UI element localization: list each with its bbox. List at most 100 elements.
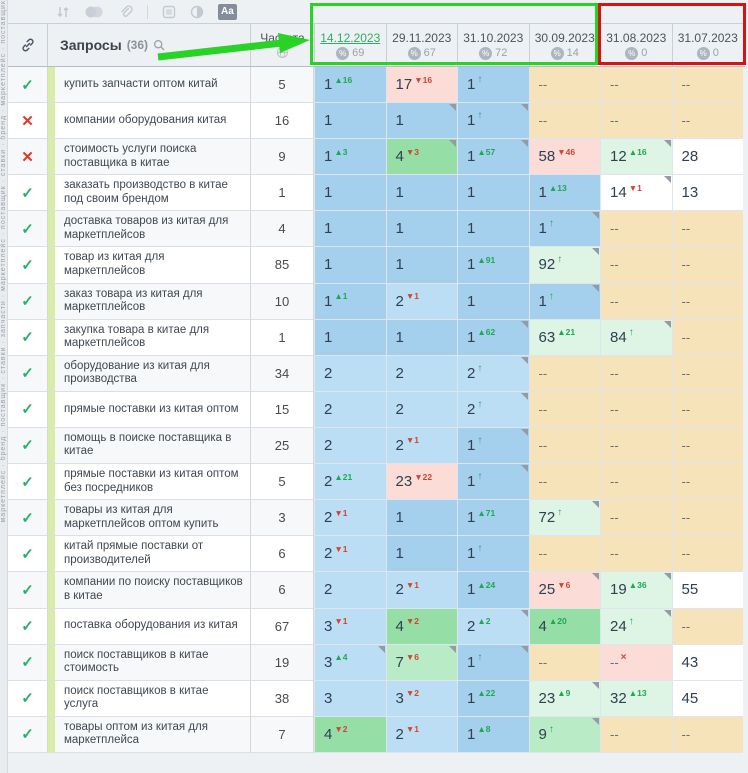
position-cell[interactable]: -- (671, 536, 743, 573)
position-cell[interactable]: 2 (385, 391, 457, 428)
position-cell[interactable]: 2 ▼1 (314, 500, 386, 537)
status-cell[interactable]: ✓ (8, 319, 47, 356)
query-cell[interactable]: компании по поиску поставщиков в китае (47, 572, 250, 609)
status-cell[interactable]: ✓ (8, 464, 47, 501)
position-cell[interactable]: -- (600, 211, 672, 248)
position-cell[interactable]: 1 ↑ (457, 464, 529, 501)
position-cell[interactable]: 2 (385, 355, 457, 392)
status-cell[interactable]: ✓ (8, 391, 47, 428)
position-cell[interactable]: 1 (385, 500, 457, 537)
position-cell[interactable]: -- (671, 211, 743, 248)
position-cell[interactable]: -- (528, 67, 600, 103)
position-cell[interactable]: 1 ↑ (457, 644, 529, 681)
position-cell[interactable]: 2 ▼1 (314, 536, 386, 573)
position-cell[interactable]: -- (600, 500, 672, 537)
date-column-header[interactable]: 30.09.2023 % 14 (528, 24, 600, 66)
position-cell[interactable]: -- (671, 391, 743, 428)
position-cell[interactable]: 2 ▼1 (385, 572, 457, 609)
query-cell[interactable]: оборудование из китая для производства (47, 355, 250, 392)
queries-column-header[interactable]: Запросы (36) (47, 24, 250, 66)
query-cell[interactable]: доставка товаров из китая для маркетплей… (47, 211, 250, 248)
position-cell[interactable]: 1 (385, 211, 457, 248)
status-cell[interactable]: ✕ (8, 103, 47, 139)
query-cell[interactable]: товары оптом из китая для маркетплейса (47, 716, 250, 753)
query-cell[interactable]: заказ товара из китая для маркетплейсов (47, 283, 250, 320)
position-cell[interactable]: 1 (385, 536, 457, 573)
position-cell[interactable]: 1 ↑ (457, 103, 529, 139)
position-cell[interactable]: -- (600, 536, 672, 573)
status-cell[interactable]: ✓ (8, 644, 47, 681)
position-cell[interactable]: 7 ▼6 (385, 644, 457, 681)
position-cell[interactable]: 1 ↑ (528, 211, 600, 248)
attachment-icon[interactable] (118, 4, 133, 20)
position-cell[interactable]: 2 (314, 355, 386, 392)
position-cell[interactable]: -- (600, 391, 672, 428)
position-cell[interactable]: 2 ▲21 (314, 464, 386, 501)
query-cell[interactable]: прямые поставки из китая оптом (47, 391, 250, 428)
position-cell[interactable]: 1 ▲71 (457, 500, 529, 537)
query-cell[interactable]: прямые поставки из китая оптом без посре… (47, 464, 250, 501)
position-cell[interactable]: -- (528, 391, 600, 428)
position-cell[interactable]: 2 ▼1 (385, 716, 457, 753)
position-cell[interactable]: 4 ▼2 (314, 716, 386, 753)
position-cell[interactable]: 72 ↑ (528, 500, 600, 537)
position-cell[interactable]: 2 ▼1 (385, 427, 457, 464)
query-cell[interactable]: компании оборудования китая (47, 103, 250, 139)
position-cell[interactable]: 1 (385, 103, 457, 139)
status-cell[interactable]: ✓ (8, 247, 47, 284)
position-cell[interactable]: -- (600, 67, 672, 103)
position-cell[interactable]: 3 ▼1 (314, 608, 386, 645)
query-cell[interactable]: товары из китая для маркетплейсов оптом … (47, 500, 250, 537)
position-cell[interactable]: -- (671, 319, 743, 356)
text-style-icon[interactable]: Aa (218, 3, 237, 20)
position-cell[interactable]: 43 (671, 644, 743, 681)
position-cell[interactable]: 1 ↑ (457, 67, 529, 103)
date-column-header[interactable]: 14.12.2023 % 69 (314, 24, 386, 66)
position-cell[interactable]: -- (600, 355, 672, 392)
position-cell[interactable]: 45 (671, 680, 743, 717)
position-cell[interactable]: -- × (600, 644, 672, 681)
position-cell[interactable]: 19 ▲36 (600, 572, 672, 609)
sort-icon[interactable] (56, 4, 70, 20)
status-cell[interactable]: ✓ (8, 67, 47, 103)
position-cell[interactable]: -- (671, 355, 743, 392)
position-cell[interactable]: -- (671, 608, 743, 645)
position-cell[interactable]: 1 (314, 175, 386, 212)
query-cell[interactable]: поставка оборудования из китая (47, 608, 250, 645)
date-column-header[interactable]: 29.11.2023 % 67 (385, 24, 457, 66)
query-cell[interactable]: заказать производство в китае под своим … (47, 175, 250, 212)
query-cell[interactable]: поиск поставщиков в китае услуга (47, 680, 250, 717)
contrast-icon[interactable] (190, 4, 204, 20)
position-cell[interactable]: 24 ↑ (600, 608, 672, 645)
position-cell[interactable]: 17 ▼16 (385, 67, 457, 103)
status-cell[interactable]: ✓ (8, 608, 47, 645)
position-cell[interactable]: 1 (314, 247, 386, 284)
position-cell[interactable]: 2 (314, 572, 386, 609)
position-cell[interactable]: 63 ▲21 (528, 319, 600, 356)
position-cell[interactable]: 3 (314, 680, 386, 717)
position-cell[interactable]: -- (671, 247, 743, 284)
position-cell[interactable]: 1 ↑ (528, 283, 600, 320)
position-cell[interactable]: -- (528, 464, 600, 501)
query-cell[interactable]: поиск поставщиков в китае стоимость (47, 644, 250, 681)
position-cell[interactable]: 3 ▼2 (385, 680, 457, 717)
position-cell[interactable]: -- (600, 464, 672, 501)
status-cell[interactable]: ✓ (8, 500, 47, 537)
position-cell[interactable]: 2 (314, 391, 386, 428)
position-cell[interactable]: -- (528, 427, 600, 464)
position-cell[interactable]: -- (671, 716, 743, 753)
position-cell[interactable]: 1 ▲8 (457, 716, 529, 753)
position-cell[interactable]: -- (528, 103, 600, 139)
position-cell[interactable]: 1 (457, 211, 529, 248)
position-cell[interactable]: 1 ▲16 (314, 67, 386, 103)
position-cell[interactable]: 1 ▲3 (314, 139, 386, 176)
date-column-header[interactable]: 31.07.2023 % 0 (671, 24, 743, 66)
frame-icon[interactable] (162, 4, 176, 20)
query-cell[interactable]: товар из китая для маркетплейсов (47, 247, 250, 284)
position-cell[interactable]: -- (528, 644, 600, 681)
position-cell[interactable]: 1 ▲13 (528, 175, 600, 212)
position-cell[interactable]: 1 ↑ (457, 427, 529, 464)
position-cell[interactable]: -- (671, 427, 743, 464)
position-cell[interactable]: -- (600, 283, 672, 320)
status-cell[interactable]: ✓ (8, 211, 47, 248)
